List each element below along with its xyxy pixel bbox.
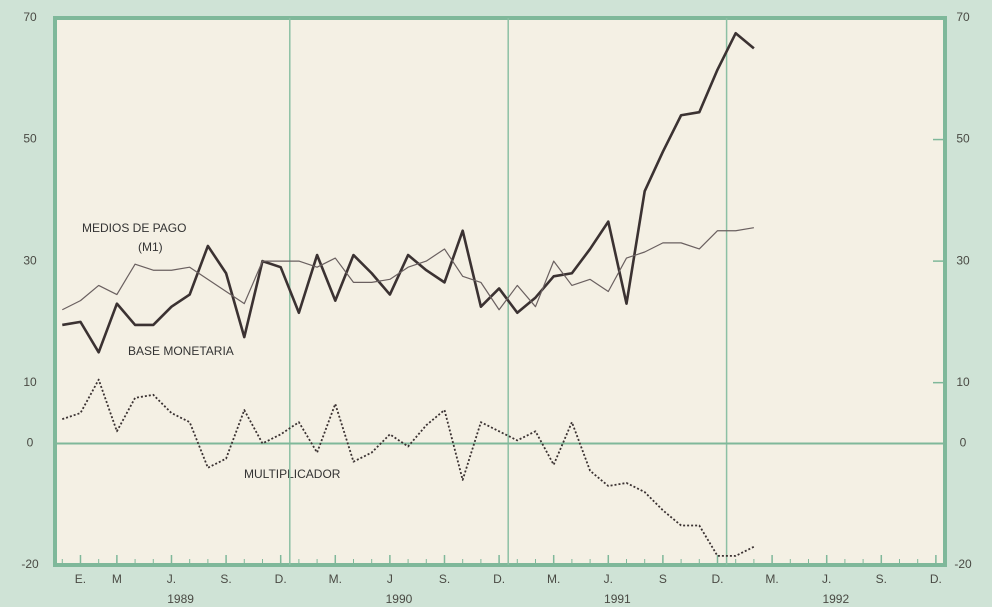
y2-tick-label: 50 (956, 132, 970, 146)
x-tick-label: M. (329, 572, 342, 586)
year-label: 1992 (822, 592, 849, 606)
x-tick-label: S (659, 572, 667, 586)
annotation: (M1) (138, 240, 163, 254)
y2-tick-label: 0 (960, 436, 967, 450)
year-label: 1990 (386, 592, 413, 606)
y-tick-label: 50 (23, 132, 37, 146)
series-line (61, 378, 755, 557)
x-tick-label: D. (493, 572, 505, 586)
series-line (62, 227, 754, 311)
x-tick-label: M. (765, 572, 778, 586)
y2-tick-label: -20 (954, 557, 972, 571)
y-tick-label: 0 (27, 436, 34, 450)
y-tick-label: -20 (21, 557, 39, 571)
x-tick-label: S. (220, 572, 231, 586)
x-tick-label: M. (547, 572, 560, 586)
x-tick-label: J. (822, 572, 831, 586)
annotation: BASE MONETARIA (128, 344, 234, 358)
year-label: 1991 (604, 592, 631, 606)
y2-tick-label: 70 (956, 10, 970, 24)
x-tick-label: M (112, 572, 122, 586)
y-tick-label: 30 (23, 253, 37, 267)
x-tick-label: J (387, 572, 393, 586)
x-tick-label: D. (711, 572, 723, 586)
x-tick-label: D. (275, 572, 287, 586)
year-label: 1989 (167, 592, 194, 606)
x-tick-label: J. (167, 572, 176, 586)
x-tick-label: S. (876, 572, 887, 586)
y2-tick-label: 30 (956, 253, 970, 267)
x-tick-label: E. (75, 572, 86, 586)
y-tick-label: 70 (23, 10, 37, 24)
x-tick-label: J. (604, 572, 613, 586)
x-tick-label: S. (439, 572, 450, 586)
y-tick-label: 10 (23, 375, 37, 389)
annotation: MEDIOS DE PAGO (82, 221, 186, 235)
annotation: MULTIPLICADOR (244, 467, 341, 481)
series-line (62, 31, 755, 354)
x-tick-label: D. (930, 572, 942, 586)
y2-tick-label: 10 (956, 375, 970, 389)
